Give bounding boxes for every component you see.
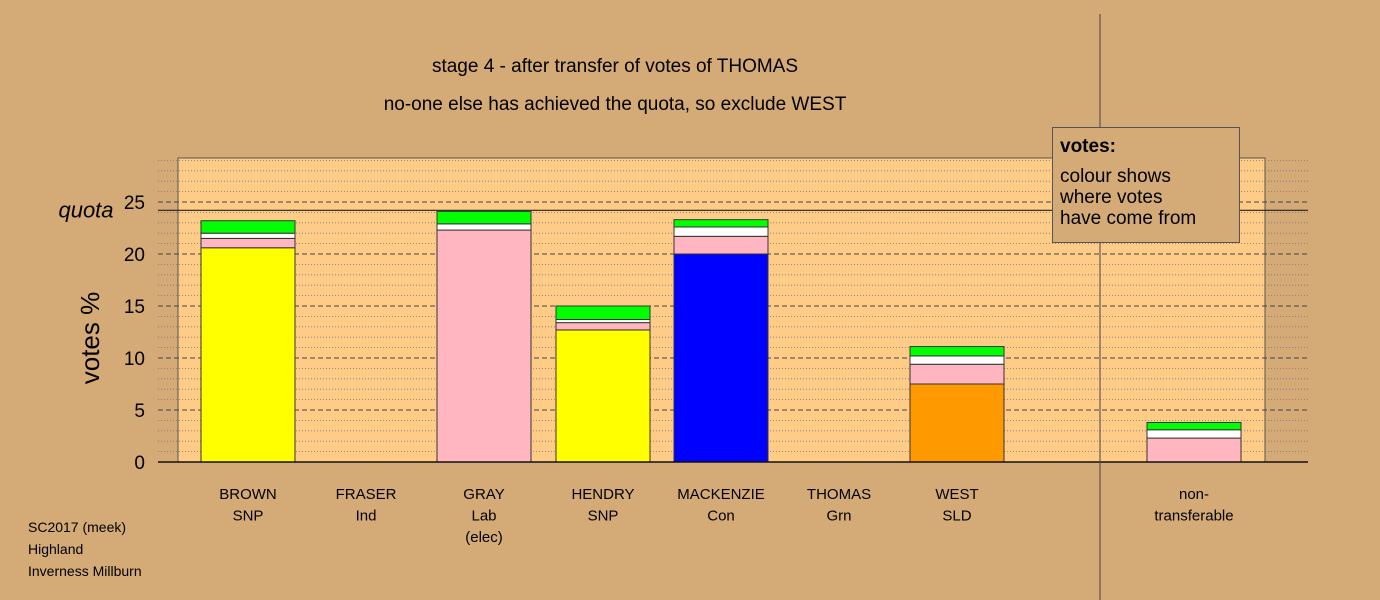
legend-box: votes: colour shows where votes have com…: [1052, 127, 1240, 243]
bar-segment: [673, 253, 769, 463]
bar-segment: [673, 219, 769, 228]
bar-segment: [200, 232, 296, 239]
y-axis: quota 0 5 10 15 20 25: [58, 193, 1308, 474]
bar-segment: [673, 235, 769, 255]
bar-segment: [673, 226, 769, 237]
y-tick-label: 20: [124, 245, 145, 266]
x-axis-labels: BROWN SNP FRASER Ind GRAY Lab (elec) HENDRY SNP M…: [219, 486, 1233, 546]
bar-segment: [200, 247, 296, 463]
quota-label: quota: [58, 197, 113, 222]
y-tick-label: 0: [134, 453, 145, 474]
x-tick-label: THOMAS: [807, 486, 871, 503]
x-tick-label: non-: [1179, 486, 1209, 503]
legend-line: have come from: [1060, 208, 1197, 229]
chart-title: stage 4 - after transfer of votes of THO…: [431, 56, 799, 77]
x-tick-label: Con: [707, 508, 735, 525]
bar-segment: [1146, 421, 1242, 431]
bar-segment: [200, 237, 296, 249]
bar-segment: [555, 329, 651, 463]
bar-segment: [555, 322, 651, 331]
bar-segment: [200, 220, 296, 234]
y-tick-label: 25: [124, 193, 145, 214]
bar-segment: [909, 355, 1005, 365]
x-tick-label: HENDRY: [571, 486, 634, 503]
x-tick-label: SNP: [233, 508, 264, 525]
x-tick-label: (elec): [465, 529, 503, 546]
chart-subtitle: no-one else has achieved the quota, so e…: [383, 94, 847, 115]
y-axis-label: votes %: [75, 292, 105, 385]
x-tick-label: FRASER: [336, 486, 397, 503]
x-tick-label: Lab: [471, 508, 496, 525]
bar-segment: [909, 383, 1005, 463]
legend-line: colour shows: [1060, 166, 1171, 187]
bar-segment: [909, 346, 1005, 357]
legend-line: where votes: [1060, 187, 1163, 208]
x-tick-label: BROWN: [219, 486, 277, 503]
y-tick-label: 15: [124, 297, 145, 318]
bar-segment: [436, 223, 532, 231]
bar-segment: [1146, 429, 1242, 439]
bar-segment: [909, 363, 1005, 385]
footer-ward: Inverness Millburn: [28, 563, 142, 579]
x-tick-label: Grn: [826, 508, 851, 525]
y-tick-label: 5: [134, 401, 145, 422]
x-tick-label: transferable: [1154, 508, 1233, 525]
y-tick-label: 10: [124, 349, 145, 370]
footer-council: Highland: [28, 541, 84, 557]
bar-segment: [1146, 437, 1242, 463]
bars: [200, 210, 1242, 463]
x-tick-label: Ind: [356, 508, 377, 525]
x-tick-label: MACKENZIE: [677, 486, 765, 503]
x-tick-label: GRAY: [463, 486, 504, 503]
footer-election: SC2017 (meek): [28, 519, 127, 535]
bar-segment: [436, 210, 532, 225]
bar-segment: [555, 305, 651, 321]
bar-segment: [436, 229, 532, 463]
legend-text: colour shows where votes have come from: [1060, 166, 1232, 229]
footer-info: SC2017 (meek) Highland Inverness Millbur…: [28, 516, 142, 582]
x-tick-label: SLD: [942, 508, 971, 525]
x-tick-label: WEST: [935, 486, 978, 503]
x-tick-label: SNP: [588, 508, 619, 525]
legend-heading: votes:: [1060, 136, 1116, 157]
